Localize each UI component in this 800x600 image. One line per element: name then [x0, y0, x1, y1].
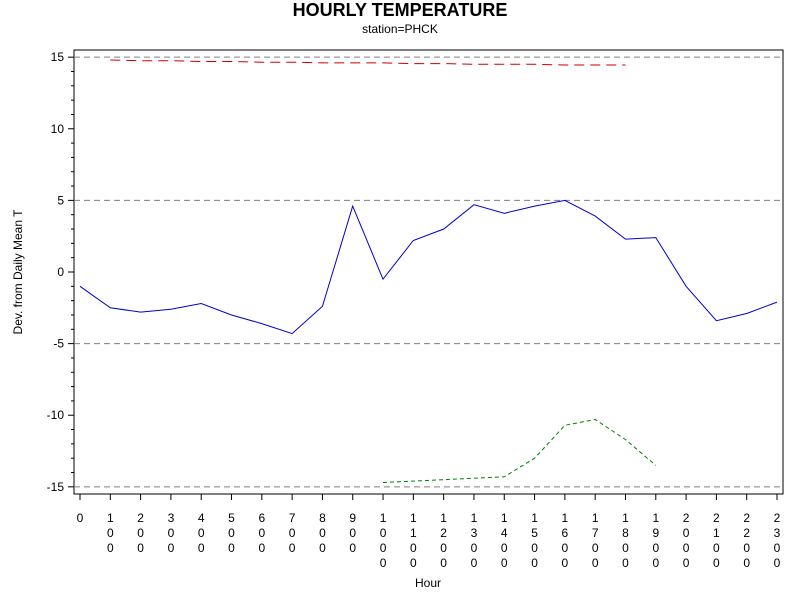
y-tick-label: -10: [47, 408, 65, 422]
chart-title: HOURLY TEMPERATURE: [292, 0, 508, 20]
series-line-2: [110, 59, 626, 66]
x-tick-label: 0: [77, 511, 84, 525]
y-tick-label: -15: [47, 480, 65, 494]
y-tick-label: 10: [51, 122, 65, 136]
series-line-1: [79, 199, 778, 335]
y-tick-label: 15: [51, 50, 65, 64]
y-tick-label: -5: [53, 337, 64, 351]
series-line-3: [382, 418, 657, 483]
y-tick-label: 5: [57, 193, 64, 207]
x-axis-label: Hour: [415, 576, 441, 590]
chart-subtitle: station=PHCK: [362, 22, 438, 36]
y-axis-label: Dev. from Daily Mean T: [11, 209, 25, 335]
y-tick-label: 0: [57, 265, 64, 279]
